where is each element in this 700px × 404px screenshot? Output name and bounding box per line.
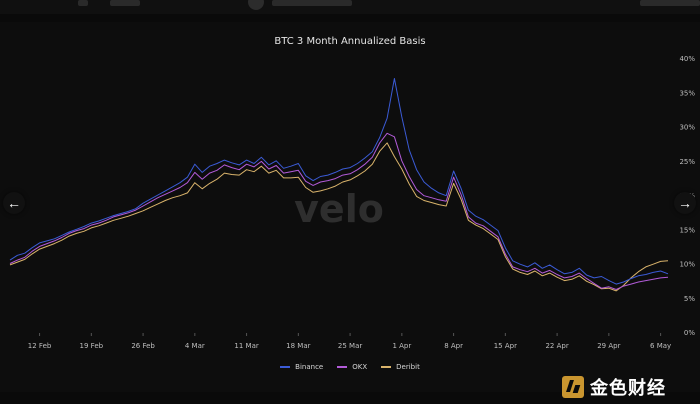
chart-panel (0, 22, 700, 392)
y-tick-label: 35% (679, 89, 695, 97)
y-tick-label: 10% (679, 261, 695, 269)
avatar (248, 0, 264, 10)
arrow-left-icon[interactable]: ← (3, 192, 25, 214)
legend-label: Deribit (396, 363, 420, 371)
legend-swatch (381, 366, 392, 368)
x-tick-label: 6 May (650, 342, 671, 350)
x-tick-label: 26 Feb (131, 342, 155, 350)
watermark-text: velo (294, 187, 384, 231)
legend-item-binance[interactable]: Binance (280, 363, 323, 371)
top-bar-fragment (272, 0, 352, 6)
chart-title: BTC 3 Month Annualized Basis (274, 36, 426, 47)
y-tick-label: 40% (679, 55, 695, 63)
brand-logo-text: 金色财经 (590, 378, 666, 399)
x-tick-label: 19 Feb (80, 342, 104, 350)
arrow-right-icon[interactable]: → (674, 192, 696, 214)
y-tick-label: 0% (684, 329, 695, 337)
y-tick-label: 5% (684, 295, 695, 303)
x-tick-label: 15 Apr (494, 342, 517, 350)
legend-swatch (337, 366, 348, 368)
y-tick-label: 30% (679, 124, 695, 132)
x-tick-label: 25 Mar (338, 342, 362, 350)
brand-logo-icon (562, 376, 584, 398)
x-tick-label: 8 Apr (444, 342, 463, 350)
chart-legend: Binance OKX Deribit (0, 363, 700, 371)
x-tick-label: 18 Mar (286, 342, 310, 350)
x-tick-label: 1 Apr (392, 342, 411, 350)
top-bar (0, 0, 700, 14)
x-tick-label: 29 Apr (597, 342, 620, 350)
x-tick-label: 22 Apr (545, 342, 568, 350)
legend-item-okx[interactable]: OKX (337, 363, 367, 371)
top-bar-fragment (78, 0, 88, 6)
top-bar-fragment (110, 0, 140, 6)
legend-item-deribit[interactable]: Deribit (381, 363, 420, 371)
x-tick-label: 12 Feb (28, 342, 52, 350)
legend-swatch (280, 366, 291, 368)
series-line-binance (9, 78, 669, 285)
y-tick-label: 15% (679, 226, 695, 234)
x-tick-label: 11 Mar (234, 342, 258, 350)
legend-label: Binance (295, 363, 324, 371)
series-line-okx (9, 132, 669, 290)
y-tick-label: 25% (679, 158, 695, 166)
legend-label: OKX (352, 363, 368, 371)
series-line-deribit (9, 142, 669, 292)
top-bar-fragment (640, 0, 700, 6)
footer-logo: 金色财经 (562, 374, 666, 400)
x-tick-label: 4 Mar (185, 342, 205, 350)
